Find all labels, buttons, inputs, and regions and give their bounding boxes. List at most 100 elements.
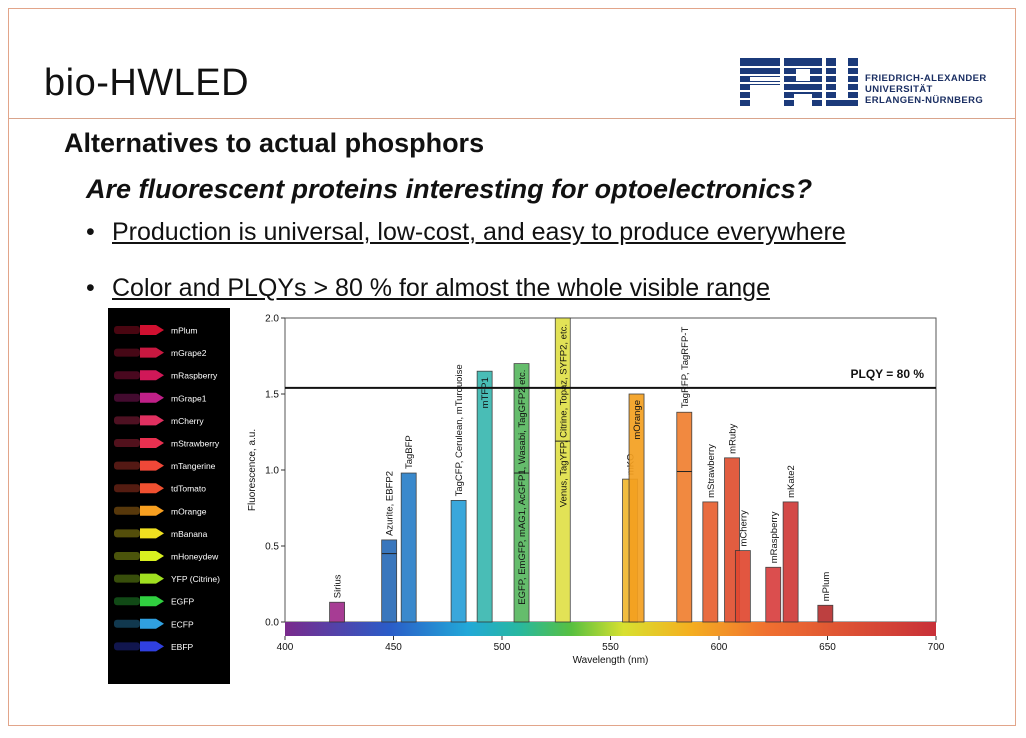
bar	[329, 601, 345, 623]
tube-cap	[114, 574, 140, 583]
x-tick-label: 700	[928, 642, 945, 653]
bar	[676, 411, 693, 623]
tube-tip	[140, 392, 164, 403]
tube-label: mOrange	[171, 506, 207, 516]
tube-cap	[114, 371, 140, 380]
tube-cap	[114, 619, 140, 628]
tube-label: mHoneydew	[171, 552, 219, 562]
tube-cap	[114, 529, 140, 538]
tube-label: YFP (Citrine)	[171, 574, 220, 584]
bar-label: TagBFP	[404, 435, 415, 469]
tube-cap	[114, 326, 140, 334]
tube-cap	[114, 506, 140, 515]
tube-cap	[114, 348, 140, 357]
x-tick-label: 450	[385, 642, 402, 653]
tube-label: mCherry	[171, 416, 204, 426]
bar	[513, 363, 530, 623]
bar	[400, 472, 417, 623]
bar-label: Sirius	[333, 574, 344, 598]
tube-tip	[140, 483, 164, 494]
tube-label: EBFP	[171, 642, 194, 652]
bar-label: mStrawberry	[706, 444, 717, 498]
tube-label: ECFP	[171, 619, 194, 629]
university-name: FRIEDRICH-ALEXANDER UNIVERSITÄT ERLANGEN…	[865, 73, 987, 106]
university-name-line-1: FRIEDRICH-ALEXANDER	[865, 73, 987, 84]
bar-label: TagCFP, Cerulean, mTurquoise	[454, 364, 465, 496]
tube-tip	[140, 618, 164, 629]
tube-tip	[140, 325, 164, 335]
y-tick-label: 0.0	[265, 618, 279, 629]
x-axis-label: Wavelength (nm)	[573, 655, 649, 666]
tube-label: mPlum	[171, 326, 197, 336]
slide-subtitle: Alternatives to actual phosphors	[64, 128, 485, 158]
y-tick-label: 1.0	[265, 466, 279, 477]
x-tick-label: 650	[819, 642, 836, 653]
tube-cap	[114, 552, 140, 560]
bar	[782, 501, 799, 623]
bullet-text-1: Production is universal, low-cost, and e…	[112, 218, 846, 246]
bar	[476, 370, 493, 623]
tube-cap	[114, 393, 140, 402]
bar-label: mCherry	[738, 510, 749, 547]
tube-tip	[140, 370, 164, 381]
tube-label: mBanana	[171, 529, 208, 539]
bar-label: mKate2	[786, 465, 797, 498]
tube-tip	[140, 460, 164, 471]
bar	[554, 317, 571, 623]
bar-label: Venus, TagYFP, Citrine, Topaz, SYFP2, et…	[558, 324, 569, 507]
tube-tip	[140, 438, 164, 448]
bar-label: mOrange	[632, 400, 643, 440]
tube-label: mStrawberry	[171, 439, 220, 449]
bar	[734, 550, 751, 623]
tube-tip	[140, 573, 164, 584]
tube-cap	[114, 439, 140, 447]
y-tick-label: 1.5	[265, 390, 279, 401]
tube-cap	[114, 416, 140, 425]
x-tick-label: 500	[494, 642, 511, 653]
bar-label: TagRFP, TagRFP-T	[680, 327, 691, 409]
bullet-dot: •	[86, 218, 95, 246]
slide-frame	[8, 8, 1016, 726]
tube-tip	[140, 415, 164, 426]
tube-label: mGrape2	[171, 348, 207, 358]
bar	[381, 539, 398, 623]
y-tick-label: 0.5	[265, 542, 279, 553]
university-name-line-2: UNIVERSITÄT	[865, 84, 933, 95]
tube-cap	[114, 642, 140, 651]
bar-label: Azurite, EBFP2	[385, 471, 396, 536]
tube-cap	[114, 461, 140, 470]
tube-label: mGrape1	[171, 393, 207, 403]
fau-logo	[740, 58, 858, 106]
bar-label: mRaspberry	[769, 511, 780, 563]
title-divider	[9, 118, 1015, 119]
tube-label: tdTomato	[171, 484, 206, 494]
tube-label: EGFP	[171, 597, 194, 607]
tube-tip	[140, 347, 164, 358]
tube-tip	[140, 528, 164, 539]
y-tick-label: 2.0	[265, 314, 279, 325]
bar	[450, 499, 467, 623]
bar-label: mTFP1	[480, 377, 491, 408]
slide-title: bio-HWLED	[44, 62, 250, 104]
bar	[628, 393, 645, 623]
y-axis-label: Fluorescence, a.u.	[247, 429, 258, 511]
tube-tip	[140, 551, 164, 561]
x-tick-label: 600	[711, 642, 728, 653]
bullet-item-2: • Color and PLQYs > 80 % for almost the w…	[86, 274, 770, 303]
slide-question: Are fluorescent proteins interesting for…	[86, 174, 813, 204]
bullet-item-1: • Production is universal, low-cost, and …	[86, 218, 846, 247]
tube-tip	[140, 505, 164, 516]
bar-label: mRuby	[728, 423, 739, 453]
tube-label: mTangerine	[171, 461, 216, 471]
bar	[702, 501, 719, 623]
fluorescent-protein-photo: mPlum mGrape2 mRaspberry mGrape1 mCherry mStr…	[108, 308, 230, 684]
bar-label: EGFP, EmGFP, mAG1, AcGFP1, Wasabi, TagGF…	[517, 370, 528, 605]
x-tick-label: 550	[602, 642, 619, 653]
wavelength-spectrum-strip	[285, 622, 936, 636]
bullet-dot: •	[86, 274, 95, 302]
tube-cap	[114, 484, 140, 493]
bar	[817, 604, 834, 623]
x-tick-label: 400	[277, 642, 294, 653]
tube-tip	[140, 641, 164, 652]
university-name-line-3: ERLANGEN-NÜRNBERG	[865, 95, 984, 106]
